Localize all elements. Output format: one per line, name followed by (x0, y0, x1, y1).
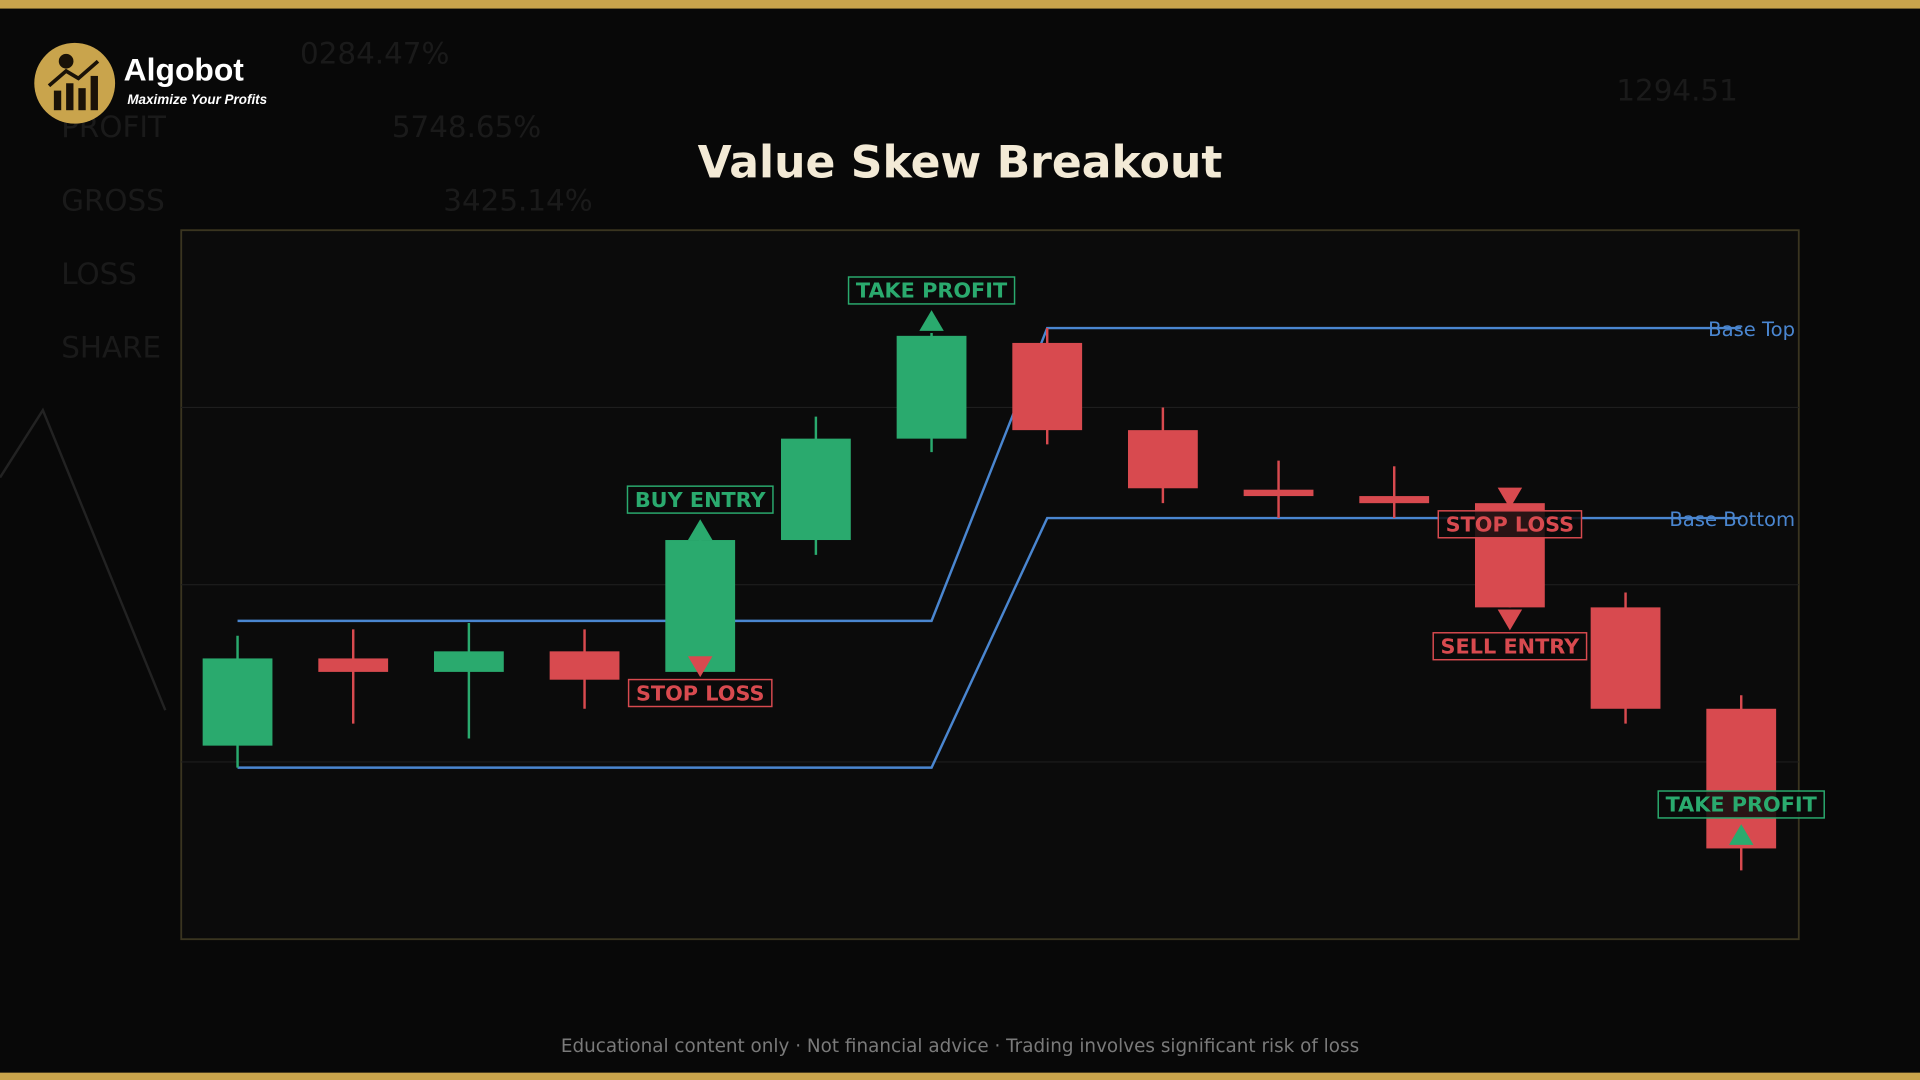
logo-badge (34, 42, 116, 124)
logo-icon (47, 59, 100, 88)
logo-icon (58, 53, 74, 69)
candle-body (896, 335, 967, 439)
logo-icon (53, 90, 62, 111)
brand-tagline: Maximize Your Profits (127, 92, 267, 107)
chart-title: Value Skew Breakout (698, 137, 1223, 188)
candle-body (1359, 496, 1430, 504)
signal-label: STOP LOSS (636, 681, 765, 705)
logo: Algobot Maximize Your Profits (34, 42, 268, 124)
logo-icon (78, 88, 86, 111)
logo-icon (66, 83, 74, 111)
signal-label-box (626, 485, 774, 514)
level-label: Base Top (1708, 318, 1795, 341)
candle-body (665, 540, 736, 672)
backdrop-text: SHARE (61, 330, 161, 364)
candle-body (318, 658, 389, 672)
signal-label: SELL ENTRY (1441, 634, 1581, 658)
candle-body (1590, 607, 1661, 709)
signal-label-box (1437, 510, 1583, 539)
candle-body (1127, 430, 1198, 489)
bottom-bar (0, 1072, 1920, 1080)
signal-label-box (1657, 790, 1825, 819)
candle-body (549, 651, 620, 680)
signal-marker (1497, 609, 1523, 631)
signal-marker (687, 656, 713, 678)
signal-marker (687, 519, 713, 541)
footer: Educational content only · Not financial… (561, 1036, 1359, 1057)
backdrop-text: GROSS (61, 184, 165, 218)
signal-marker (1728, 824, 1754, 845)
level-label: Base Bottom (1669, 508, 1795, 531)
top-bar (0, 0, 1920, 9)
logo-icon (90, 75, 98, 111)
signal-label-box (627, 678, 773, 708)
backdrop-text: 1294.51 (1616, 73, 1737, 107)
brand-name: Algobot (124, 52, 245, 88)
candle-body (1012, 342, 1083, 431)
signal-label-box (847, 276, 1016, 305)
signal-label: STOP LOSS (1446, 513, 1575, 537)
signal-marker (1497, 487, 1523, 509)
level-line (237, 326, 1742, 623)
candle-body (780, 438, 851, 541)
backdrop-text: 0284.47% (300, 37, 449, 71)
signal-marker (919, 310, 944, 331)
backdrop-text: 3425.14% (443, 184, 592, 218)
backdrop-text: LOSS (61, 257, 137, 291)
signal-label: TAKE PROFIT (856, 279, 1008, 303)
signal-label: BUY ENTRY (635, 488, 767, 512)
backdrop: PROFIT 5748.65%GROSS 3425.14%LOSSSHARE0284… (61, 37, 1738, 365)
signal-label: TAKE PROFIT (1666, 793, 1818, 817)
candle-body (1243, 489, 1314, 497)
candle-body (202, 658, 273, 746)
signal-label-box (1432, 632, 1588, 661)
backdrop-text: 5748.65% (392, 110, 541, 144)
candle-body (433, 651, 504, 672)
backdrop-line (0, 407, 167, 711)
